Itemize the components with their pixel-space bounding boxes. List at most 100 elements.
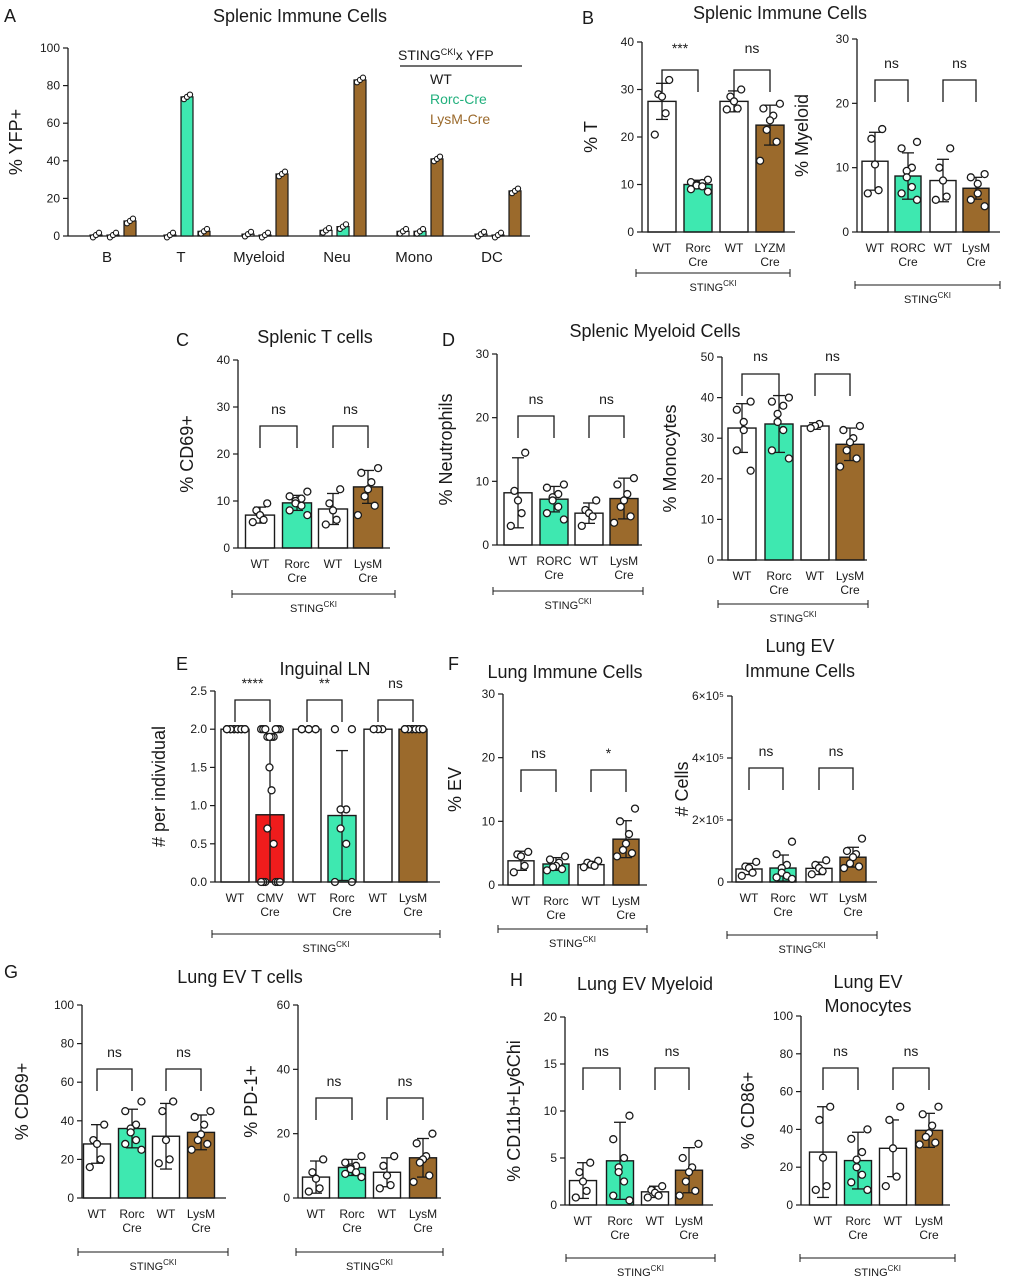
panel-label-G: G	[4, 962, 18, 982]
y-tick-label: 2.5	[190, 684, 207, 698]
x-tick-label: Cre	[403, 905, 423, 919]
data-point	[896, 1102, 905, 1111]
data-point	[765, 116, 775, 125]
x-tick-label: LysM	[836, 569, 864, 583]
y-tick-label: 40	[61, 1114, 75, 1128]
data-point	[559, 480, 569, 489]
significance-label: **	[319, 675, 330, 691]
x-tick-label: WT	[580, 554, 599, 568]
data-point	[351, 1168, 361, 1177]
significance-bracket	[818, 767, 854, 790]
data-point	[684, 1167, 694, 1177]
data-point	[92, 1139, 102, 1149]
data-point	[921, 1132, 930, 1142]
data-point	[822, 856, 831, 865]
x-tick-label: LysM	[839, 891, 867, 905]
x-tick-label: Rorc	[119, 1207, 144, 1221]
data-point	[575, 1167, 584, 1177]
x-tick-label: Cre	[191, 1221, 211, 1235]
significance-label: ns	[107, 1044, 122, 1060]
significance-label: ns	[745, 40, 760, 56]
data-point	[966, 195, 975, 204]
x-tick-label: WT	[934, 241, 953, 255]
x-tick-label: Rorc	[607, 1214, 632, 1228]
group-label-sting: STINGCKI	[904, 291, 951, 306]
data-point	[661, 109, 670, 118]
y-tick-label: 20	[47, 191, 61, 205]
group-label-sting: STINGCKI	[130, 1258, 177, 1273]
data-point	[762, 125, 771, 135]
significance-bracket	[234, 699, 271, 722]
x-tick-label: CMV	[257, 891, 284, 905]
data-point	[418, 725, 428, 734]
data-point	[121, 1107, 130, 1116]
data-point	[428, 1129, 437, 1138]
data-point	[897, 189, 906, 198]
x-tick-label: WT	[509, 554, 528, 568]
data-point	[614, 1167, 623, 1177]
significance-label: ns	[825, 348, 840, 364]
title-C: Splenic T cells	[257, 327, 372, 347]
data-point	[928, 1121, 937, 1130]
x-tick-label: WT	[814, 1214, 833, 1228]
data-point	[885, 1115, 894, 1125]
y-tick-label: 60	[277, 998, 291, 1012]
y-tick-label: 30	[482, 687, 496, 701]
data-point	[269, 839, 278, 848]
title-F2-line1: Lung EV	[765, 636, 834, 656]
data-point	[625, 1111, 634, 1120]
y-tick-label: 0	[488, 878, 495, 892]
data-point	[557, 864, 567, 874]
title-D: Splenic Myeloid Cells	[569, 321, 740, 341]
y-tick-label: 40	[701, 391, 715, 405]
x-tick-label: WT	[582, 894, 601, 908]
x-tick-label: Cre	[840, 583, 860, 597]
data-point	[341, 1169, 350, 1179]
data-point	[625, 1196, 634, 1205]
x-tick-label: LysM	[612, 894, 640, 908]
data-point	[311, 725, 320, 734]
data-point	[588, 512, 597, 521]
data-point	[874, 186, 883, 195]
data-point	[402, 225, 410, 233]
y-tick-label: 10	[621, 178, 635, 192]
data-point	[842, 446, 851, 455]
legend-entry: LysM-Cre	[430, 111, 490, 127]
bar	[363, 728, 393, 883]
x-tick-label: WT	[733, 569, 752, 583]
y-tick-label: 20	[544, 1010, 558, 1024]
significance-label: ns	[529, 391, 544, 407]
data-point	[85, 1162, 94, 1172]
x-tick-label: WT	[226, 891, 245, 905]
data-point	[285, 492, 294, 501]
y-tick-label: 60	[61, 1075, 75, 1089]
group-label-sting: STINGCKI	[549, 935, 596, 950]
x-tick-label: Cre	[773, 905, 793, 919]
panel-label-C: C	[176, 330, 189, 350]
data-point	[845, 438, 855, 447]
x-tick-label: WT	[251, 557, 270, 571]
significance-label: ns	[176, 1044, 191, 1060]
data-point	[96, 1155, 105, 1164]
data-point	[857, 1147, 867, 1157]
data-point	[729, 97, 739, 106]
data-point	[839, 425, 848, 435]
data-point	[888, 1144, 898, 1153]
x-tick-label: Rorc	[329, 891, 354, 905]
data-point	[571, 1193, 580, 1202]
bar	[220, 728, 250, 883]
significance-bracket	[96, 1068, 133, 1091]
y-tick-label: 60	[780, 1085, 794, 1099]
y-tick-label: 30	[701, 431, 715, 445]
significance-bracket	[748, 767, 784, 790]
y-tick-label: 10	[836, 161, 850, 175]
y-tick-label: 40	[277, 1062, 291, 1076]
bar	[430, 158, 444, 237]
data-point	[353, 510, 363, 520]
legend-entry: WT	[430, 71, 452, 87]
y-tick-label: 0	[283, 1191, 290, 1205]
significance-bracket	[517, 415, 555, 438]
